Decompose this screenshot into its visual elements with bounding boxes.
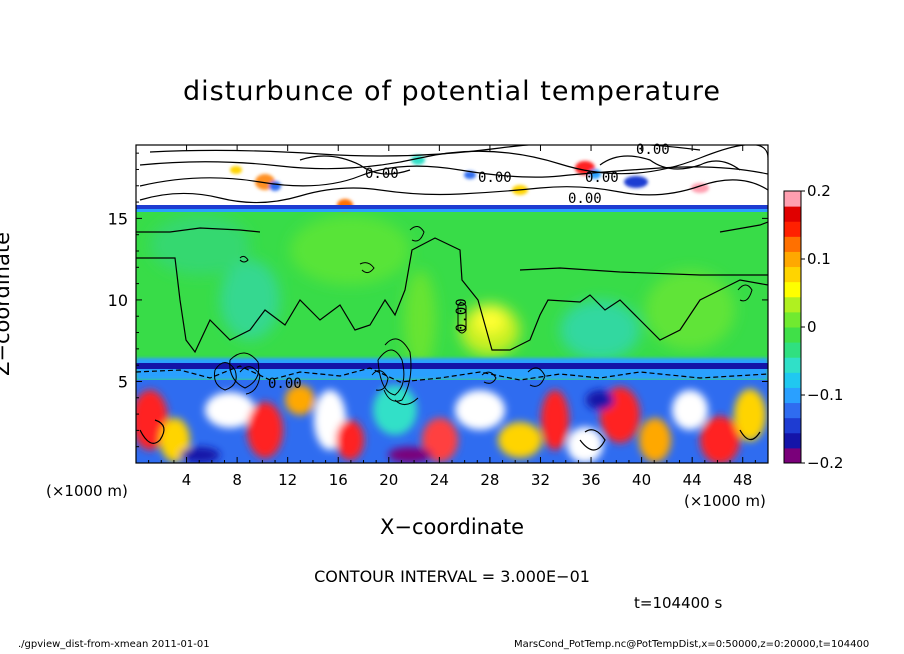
contour-label: 0.00 [568,191,602,207]
x-tick-label: 40 [632,471,651,489]
contour-label: 0.00 [636,142,670,158]
contour-interval: CONTOUR INTERVAL = 3.000E−01 [314,567,590,586]
y-tick-label: 5 [118,372,128,391]
field-upper-layer [136,145,768,207]
colorbar-swatch [784,372,801,388]
colorbar-swatch [784,447,801,464]
footer-source: MarsCond_PotTemp.nc@PotTempDist,x=0:5000… [514,639,870,650]
x-axis-label: X−coordinate [380,515,524,539]
x-tick-label: 28 [480,471,499,489]
y-tick-label: 10 [108,291,128,310]
contour-label: 0.00 [585,170,619,186]
colorbar-tick-label: 0 [807,318,817,336]
contour-label: 0.00 [268,376,302,392]
colorbar-swatch [784,266,801,283]
colorbar-swatch [784,206,801,222]
contour-cluster [214,226,753,405]
x-tick-label: 20 [379,471,398,489]
x-tick-label: 36 [581,471,600,489]
x-tick-label: 32 [531,471,550,489]
colorbar-swatch [784,281,801,298]
x-axis: 4 8 12 16 20 24 28 32 36 40 44 48 [148,145,756,489]
colorbar-swatch [784,342,801,358]
colorbar: 0.2 0.1 0 −0.1 −0.2 [783,182,843,472]
colorbar-swatch [784,357,801,373]
x-tick-label: 8 [232,471,242,489]
colorbar-tick-label: −0.1 [807,386,843,404]
y-tick-label: 15 [108,209,128,228]
colorbar-swatch [784,311,801,328]
x-tick-label: 16 [329,471,348,489]
colorbar-swatch [784,387,801,404]
x-unit-left: (×1000 m) [46,482,128,500]
heatmap-field [136,145,768,463]
colorbar-swatch [784,236,801,252]
x-tick-label: 12 [278,471,297,489]
y-axis-label: Z−coordinate [0,232,14,376]
chart-title: disturbunce of potential temperature [183,76,721,107]
colorbar-tick-label: 0.2 [807,182,831,200]
colorbar-swatch [784,327,801,343]
x-tick-label: 44 [683,471,702,489]
contour-label: 0.00 [454,298,470,332]
y-axis: 5 10 15 [108,152,768,448]
time-label: t=104400 s [634,594,723,612]
colorbar-swatch [784,402,801,419]
x-tick-label: 48 [733,471,752,489]
colorbar-swatch [784,191,801,207]
x-tick-label: 4 [182,471,192,489]
colorbar-swatch [784,417,801,434]
colorbar-swatch [784,296,801,313]
colorbar-swatch [784,432,801,449]
x-tick-label: 24 [430,471,449,489]
footer-script: ./gpview_dist-from-xmean 2011-01-01 [18,639,210,650]
colorbar-swatch [784,251,801,268]
colorbar-tick-label: 0.1 [807,250,831,268]
contour-zero-labels: 0.00 0.00 0.00 0.00 0.00 0.00 0.00 [268,142,670,392]
colorbar-swatch [784,221,801,237]
contour-label: 0.00 [478,170,512,186]
contour-label: 0.00 [365,166,399,182]
colorbar-tick-label: −0.2 [807,454,843,472]
x-unit-right: (×1000 m) [684,492,766,510]
